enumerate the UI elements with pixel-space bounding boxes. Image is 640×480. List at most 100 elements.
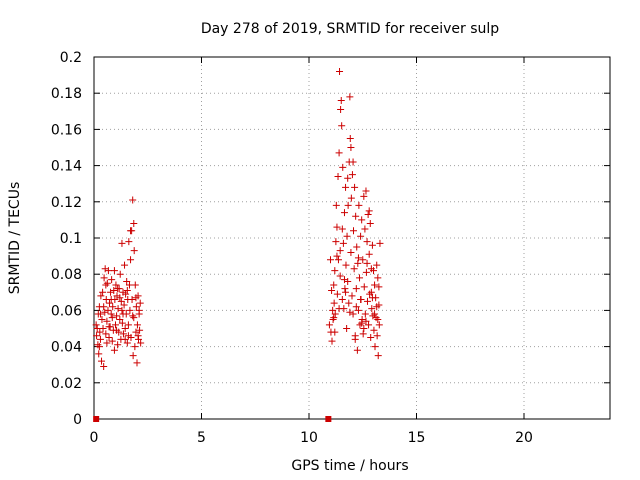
data-point bbox=[342, 261, 350, 269]
data-point bbox=[133, 359, 141, 367]
data-point bbox=[129, 312, 137, 320]
y-tick-label: 0.04 bbox=[51, 340, 82, 356]
x-tick-label: 20 bbox=[515, 430, 533, 446]
data-point bbox=[353, 243, 361, 251]
data-point bbox=[116, 315, 124, 323]
data-point bbox=[336, 272, 344, 280]
data-point bbox=[354, 259, 362, 267]
data-point bbox=[136, 299, 144, 307]
data-point bbox=[333, 223, 341, 231]
data-point bbox=[112, 281, 120, 289]
data-point bbox=[330, 314, 338, 322]
data-point bbox=[371, 343, 379, 351]
data-point bbox=[347, 144, 355, 151]
data-point bbox=[132, 294, 140, 302]
zero-marker bbox=[325, 416, 332, 422]
data-point bbox=[370, 326, 378, 334]
data-point bbox=[126, 306, 134, 314]
data-point bbox=[357, 232, 365, 240]
data-point bbox=[370, 267, 377, 275]
data-point bbox=[128, 296, 136, 304]
data-point bbox=[339, 239, 347, 247]
data-point bbox=[358, 216, 366, 224]
data-point bbox=[131, 343, 139, 351]
data-point bbox=[335, 305, 343, 313]
data-point bbox=[333, 252, 341, 260]
data-point bbox=[105, 334, 113, 342]
data-point bbox=[331, 267, 339, 275]
data-point bbox=[130, 314, 138, 322]
data-point bbox=[118, 319, 126, 327]
data-point bbox=[118, 306, 126, 314]
data-point bbox=[102, 281, 110, 289]
data-point bbox=[132, 303, 140, 311]
data-point bbox=[121, 261, 129, 269]
data-point bbox=[125, 238, 133, 246]
data-point bbox=[349, 310, 357, 318]
data-point bbox=[371, 310, 379, 318]
y-tick-label: 0.02 bbox=[51, 376, 82, 392]
data-point bbox=[338, 296, 346, 304]
data-point bbox=[123, 339, 131, 347]
data-point bbox=[373, 261, 381, 269]
data-point bbox=[367, 334, 375, 342]
data-point bbox=[132, 328, 140, 336]
data-point bbox=[108, 337, 116, 345]
y-tick-label: 0 bbox=[73, 412, 82, 428]
data-point bbox=[351, 335, 359, 343]
data-point bbox=[123, 277, 131, 285]
data-point bbox=[121, 325, 129, 332]
data-point bbox=[360, 325, 368, 332]
data-point bbox=[337, 96, 345, 104]
data-point bbox=[331, 310, 339, 318]
data-point bbox=[130, 247, 138, 255]
data-point bbox=[346, 308, 354, 316]
data-point bbox=[325, 321, 333, 329]
y-tick-label: 0.1 bbox=[60, 231, 82, 247]
data-point bbox=[365, 207, 373, 215]
data-point bbox=[330, 281, 338, 289]
data-point bbox=[104, 267, 112, 275]
y-axis-label: SRMTID / TECUs bbox=[7, 182, 23, 295]
data-point bbox=[131, 281, 139, 289]
data-point bbox=[341, 285, 349, 293]
data-point bbox=[362, 268, 370, 276]
data-point bbox=[124, 321, 132, 329]
y-tick-label: 0.18 bbox=[51, 86, 82, 102]
data-point bbox=[334, 172, 342, 180]
x-tick-label: 0 bbox=[90, 430, 99, 446]
data-point bbox=[374, 274, 382, 282]
data-point bbox=[332, 201, 340, 209]
data-point bbox=[350, 227, 358, 235]
data-point bbox=[327, 256, 334, 264]
data-point bbox=[328, 337, 336, 345]
data-point bbox=[355, 201, 363, 209]
data-point bbox=[109, 303, 117, 311]
data-point bbox=[107, 296, 115, 304]
data-point bbox=[110, 346, 118, 354]
data-point bbox=[333, 290, 341, 298]
data-point bbox=[119, 310, 127, 318]
data-point bbox=[102, 330, 110, 338]
data-point bbox=[349, 158, 357, 166]
data-point bbox=[363, 259, 371, 267]
data-point bbox=[363, 297, 371, 305]
data-point bbox=[373, 303, 381, 311]
data-point bbox=[340, 209, 348, 217]
data-point bbox=[372, 314, 380, 322]
chart-title: Day 278 of 2019, SRMTID for receiver sul… bbox=[201, 21, 499, 37]
data-point bbox=[114, 341, 122, 349]
y-tick-label: 0.16 bbox=[51, 122, 82, 138]
data-point bbox=[348, 171, 356, 179]
data-point bbox=[362, 317, 370, 325]
data-point bbox=[366, 220, 374, 228]
data-point bbox=[365, 321, 373, 329]
data-point bbox=[360, 192, 368, 200]
data-point bbox=[96, 335, 104, 343]
data-point bbox=[112, 321, 119, 329]
data-point bbox=[347, 248, 355, 256]
data-point bbox=[95, 343, 103, 351]
data-point bbox=[346, 134, 354, 142]
